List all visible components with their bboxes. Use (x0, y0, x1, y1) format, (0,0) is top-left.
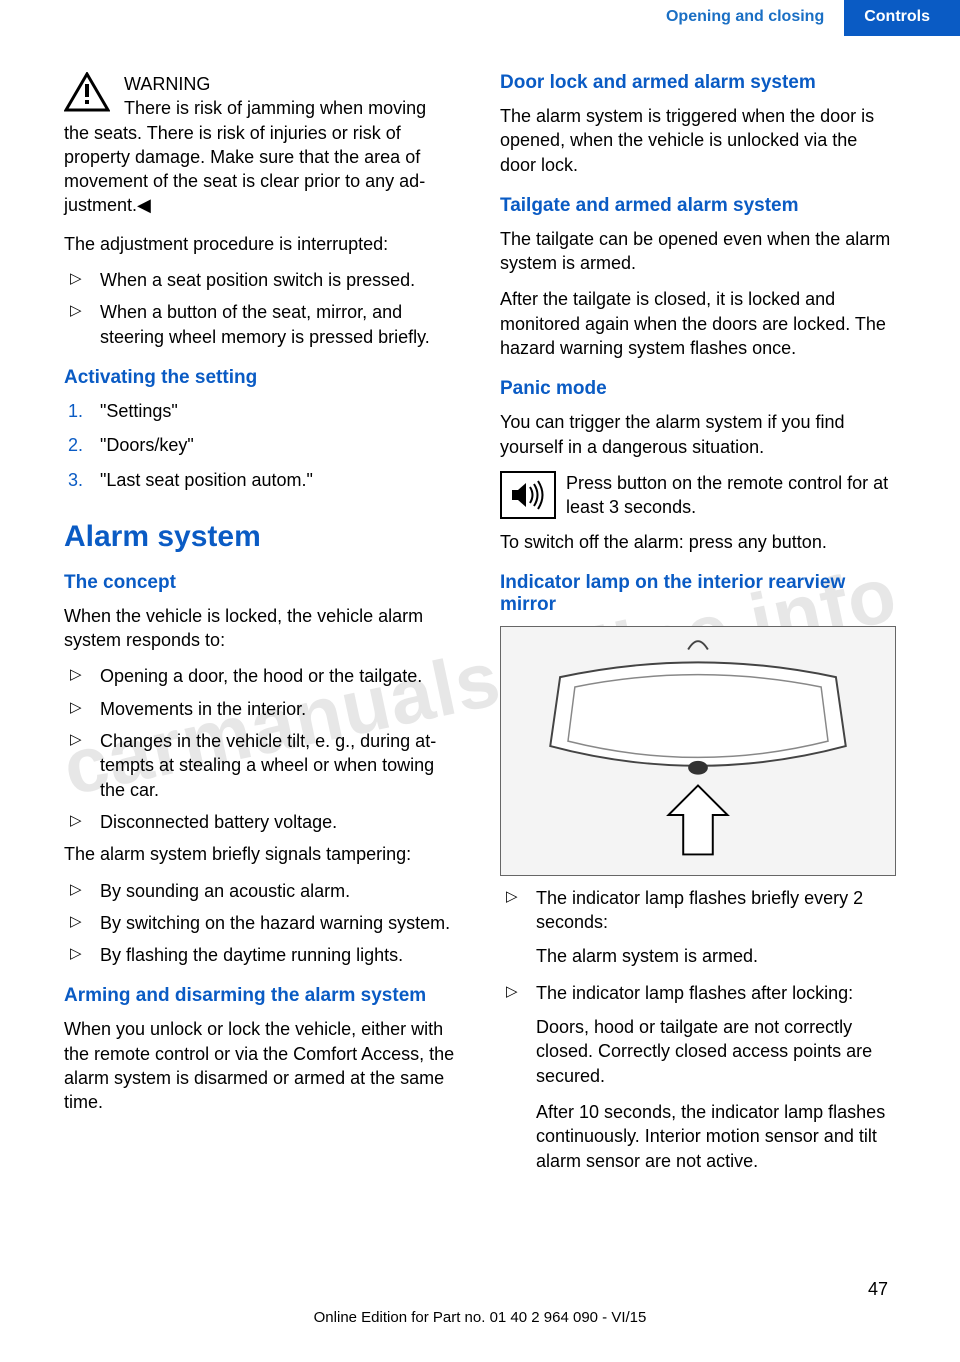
warning-icon (64, 72, 110, 112)
list-item: Changes in the vehicle tilt, e. g., duri… (64, 729, 460, 802)
panic-off: To switch off the alarm: press any butto… (500, 530, 896, 554)
tailgate-p2: After the tailgate is closed, it is lock… (500, 287, 896, 360)
list-item: By switching on the hazard warning sys­t… (64, 911, 460, 935)
list-item: The indicator lamp flashes briefly every… (500, 886, 896, 969)
doorlock-heading: Door lock and armed alarm system (500, 72, 896, 94)
warning-title: WARNING (124, 74, 210, 94)
speaker-icon (500, 471, 556, 519)
list-item: Opening a door, the hood or the tailgate… (64, 664, 460, 688)
footer-text: Online Edition for Part no. 01 40 2 964 … (0, 1309, 960, 1326)
list-item: Movements in the interior. (64, 697, 460, 721)
activating-steps: 1."Settings" 2."Doors/key" 3."Last seat … (64, 399, 460, 492)
activating-heading: Activating the setting (64, 367, 460, 389)
interrupted-list: When a seat position switch is pressed. … (64, 268, 460, 349)
chapter-title: Opening and closing (636, 0, 844, 36)
alarm-system-heading: Alarm system (64, 520, 460, 554)
tamper-list: By sounding an acoustic alarm. By switch… (64, 879, 460, 968)
indicator-list: The indicator lamp flashes briefly every… (500, 886, 896, 1173)
tamper-lead: The alarm system briefly signals tamperi… (64, 842, 460, 866)
page-number: 47 (868, 1279, 888, 1300)
right-column: Door lock and armed alarm system The ala… (500, 72, 896, 1185)
indicator-body2: After 10 seconds, the indicator lamp fla… (536, 1100, 896, 1173)
list-item: 3."Last seat position autom." (64, 468, 460, 492)
doorlock-body: The alarm system is triggered when the d… (500, 104, 896, 177)
tailgate-heading: Tailgate and armed alarm system (500, 195, 896, 217)
panic-lead: You can trigger the alarm system if you … (500, 410, 896, 459)
list-item: By flashing the daytime running lights. (64, 943, 460, 967)
concept-heading: The concept (64, 572, 460, 594)
warning-lead: There is risk of jamming when moving (124, 98, 426, 118)
list-item: Disconnected battery voltage. (64, 810, 460, 834)
panic-heading: Panic mode (500, 378, 896, 400)
list-item: 1."Settings" (64, 399, 460, 423)
warning-body: the seats. There is risk of injuries or … (64, 121, 460, 218)
concept-lead: When the vehicle is locked, the vehicle … (64, 604, 460, 653)
list-item: When a button of the seat, mirror, and s… (64, 300, 460, 349)
panic-button-row: Press button on the remote control for a… (500, 471, 896, 520)
page-body: WARNING There is risk of jamming when mo… (64, 72, 896, 1185)
mirror-figure (500, 626, 896, 876)
list-item: By sounding an acoustic alarm. (64, 879, 460, 903)
concept-list: Opening a door, the hood or the tailgate… (64, 664, 460, 834)
indicator-body: Doors, hood or tailgate are not correctl… (536, 1015, 896, 1088)
list-item: When a seat position switch is pressed. (64, 268, 460, 292)
left-column: WARNING There is risk of jamming when mo… (64, 72, 460, 1185)
list-item: 2."Doors/key" (64, 433, 460, 457)
list-item: The indicator lamp flashes after locking… (500, 981, 896, 1173)
tailgate-p1: The tailgate can be opened even when the… (500, 227, 896, 276)
arming-heading: Arming and disarming the alarm system (64, 985, 460, 1007)
interrupted-lead: The adjustment procedure is interrupted: (64, 232, 460, 256)
page-header: Opening and closing Controls (636, 0, 960, 36)
indicator-heading: Indicator lamp on the interior rearview … (500, 572, 896, 616)
panic-button-text: Press button on the remote control for a… (566, 471, 896, 520)
indicator-body: The alarm system is armed. (536, 944, 896, 968)
warning-box: WARNING There is risk of jamming when mo… (64, 72, 460, 218)
section-title: Controls (844, 0, 960, 36)
arming-body: When you unlock or lock the vehicle, eit… (64, 1017, 460, 1114)
